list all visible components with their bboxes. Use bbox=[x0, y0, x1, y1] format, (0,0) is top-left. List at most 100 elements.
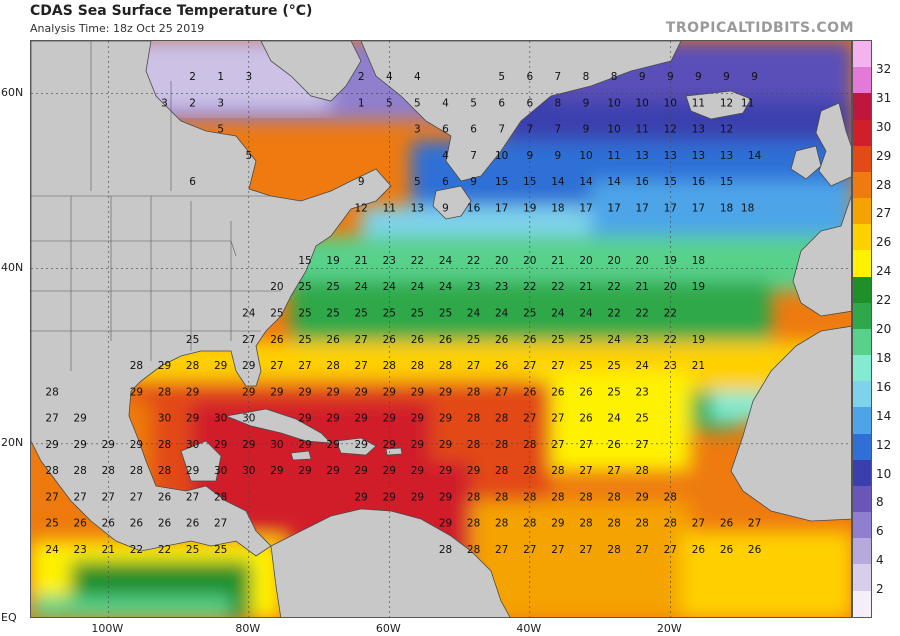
political-borders bbox=[31, 41, 281, 371]
sst-value-label: 23 bbox=[664, 360, 677, 372]
sst-value-label: 29 bbox=[270, 386, 283, 398]
colorbar-segment bbox=[853, 381, 871, 408]
sst-value-label: 25 bbox=[186, 544, 199, 556]
sst-value-label: 27 bbox=[298, 360, 311, 372]
sst-value-label: 29 bbox=[158, 360, 171, 372]
newfoundland-land bbox=[432, 185, 472, 220]
sst-value-label: 27 bbox=[748, 518, 761, 530]
colorbar-segment bbox=[853, 407, 871, 434]
sst-value-label: 5 bbox=[245, 150, 252, 162]
sst-value-label: 25 bbox=[326, 308, 339, 320]
colorbar-segment bbox=[853, 564, 871, 591]
colorbar-tick-label: 27 bbox=[876, 206, 892, 221]
sst-value-label: 23 bbox=[636, 334, 649, 346]
sst-value-label: 22 bbox=[467, 255, 480, 267]
sst-value-label: 22 bbox=[130, 544, 143, 556]
sst-value-label: 19 bbox=[692, 334, 705, 346]
sst-value-label: 25 bbox=[523, 308, 536, 320]
sst-value-label: 18 bbox=[551, 202, 564, 214]
sst-value-label: 28 bbox=[158, 465, 171, 477]
sst-value-label: 17 bbox=[607, 202, 620, 214]
sst-value-label: 9 bbox=[583, 97, 590, 109]
sst-value-label: 16 bbox=[467, 202, 481, 214]
sst-value-label: 1 bbox=[217, 71, 224, 83]
sst-value-label: 28 bbox=[636, 518, 649, 530]
map-title: CDAS Sea Surface Temperature (°C) bbox=[30, 3, 313, 19]
sst-value-label: 11 bbox=[636, 124, 649, 136]
colorbar-tick-label: 29 bbox=[876, 148, 892, 163]
sst-value-label: 27 bbox=[579, 544, 592, 556]
sst-value-label: 28 bbox=[439, 360, 452, 372]
sst-value-label: 28 bbox=[664, 518, 677, 530]
cuba-land bbox=[224, 408, 333, 444]
colorbar-tick-label: 24 bbox=[876, 264, 892, 279]
sst-value-label: 27 bbox=[523, 544, 536, 556]
sst-value-label: 26 bbox=[158, 491, 172, 503]
colorbar-segment bbox=[853, 590, 871, 617]
sst-value-label: 26 bbox=[411, 334, 425, 346]
sst-value-label: 24 bbox=[467, 308, 481, 320]
sst-value-label: 25 bbox=[214, 544, 227, 556]
sst-value-label: 27 bbox=[270, 360, 283, 372]
sst-value-label: 28 bbox=[383, 360, 396, 372]
sst-value-label: 28 bbox=[467, 439, 480, 451]
sst-value-label: 3 bbox=[414, 124, 421, 136]
sst-value-label: 27 bbox=[355, 360, 368, 372]
colorbar-segment bbox=[853, 302, 871, 329]
sst-value-label: 27 bbox=[45, 413, 58, 425]
sst-value-label: 28 bbox=[551, 491, 564, 503]
sst-value-label: 27 bbox=[551, 544, 564, 556]
sst-value-label: 29 bbox=[355, 386, 368, 398]
sst-value-label: 6 bbox=[498, 97, 505, 109]
sst-value-label: 6 bbox=[526, 71, 533, 83]
sst-value-label: 29 bbox=[439, 491, 452, 503]
sst-value-label: 24 bbox=[45, 544, 59, 556]
sst-value-label: 26 bbox=[102, 518, 116, 530]
sst-value-label: 22 bbox=[523, 281, 536, 293]
sst-value-label: 29 bbox=[411, 413, 424, 425]
sst-value-label: 9 bbox=[358, 176, 365, 188]
sst-value-label: 27 bbox=[242, 334, 255, 346]
sst-value-label: 7 bbox=[555, 71, 562, 83]
sst-value-label: 22 bbox=[158, 544, 171, 556]
iceland-land bbox=[685, 90, 752, 120]
sst-value-label: 10 bbox=[495, 150, 508, 162]
sst-value-label: 7 bbox=[470, 150, 477, 162]
sst-value-label: 9 bbox=[639, 71, 646, 83]
sst-value-label: 25 bbox=[298, 281, 311, 293]
sst-value-label: 15 bbox=[664, 176, 677, 188]
sst-value-label: 9 bbox=[667, 71, 674, 83]
sst-value-label: 13 bbox=[411, 202, 424, 214]
sst-value-label: 25 bbox=[467, 334, 480, 346]
sst-value-label: 5 bbox=[386, 97, 393, 109]
sst-value-label: 28 bbox=[467, 413, 480, 425]
sst-value-label: 6 bbox=[442, 176, 449, 188]
sst-value-label: 26 bbox=[326, 334, 340, 346]
colorbar-tick-label: 4 bbox=[876, 553, 884, 568]
sst-value-label: 29 bbox=[551, 518, 564, 530]
sst-value-label: 19 bbox=[664, 255, 677, 267]
sst-value-label: 27 bbox=[45, 491, 58, 503]
sst-value-label: 5 bbox=[498, 71, 505, 83]
colorbar-segment bbox=[853, 145, 871, 172]
sst-value-label: 9 bbox=[751, 71, 758, 83]
sst-value-label: 26 bbox=[551, 386, 565, 398]
sst-value-label: 2 bbox=[358, 71, 365, 83]
sst-value-label: 25 bbox=[383, 308, 396, 320]
sst-value-label: 29 bbox=[298, 386, 311, 398]
colorbar-tick-label: 8 bbox=[876, 495, 884, 510]
sst-value-label: 11 bbox=[607, 150, 620, 162]
sst-value-label: 28 bbox=[551, 465, 564, 477]
sst-value-label: 24 bbox=[495, 308, 509, 320]
africa-land bbox=[730, 325, 851, 522]
sst-value-label: 29 bbox=[411, 439, 424, 451]
sst-value-label: 27 bbox=[102, 491, 115, 503]
sst-value-label: 25 bbox=[270, 308, 283, 320]
sst-value-label: 28 bbox=[467, 518, 480, 530]
sst-value-label: 29 bbox=[439, 413, 452, 425]
jamaica-land bbox=[290, 450, 312, 461]
sst-value-label: 28 bbox=[45, 465, 58, 477]
sst-value-label: 29 bbox=[383, 413, 396, 425]
colorbar bbox=[852, 40, 872, 618]
sst-value-label: 28 bbox=[607, 544, 620, 556]
